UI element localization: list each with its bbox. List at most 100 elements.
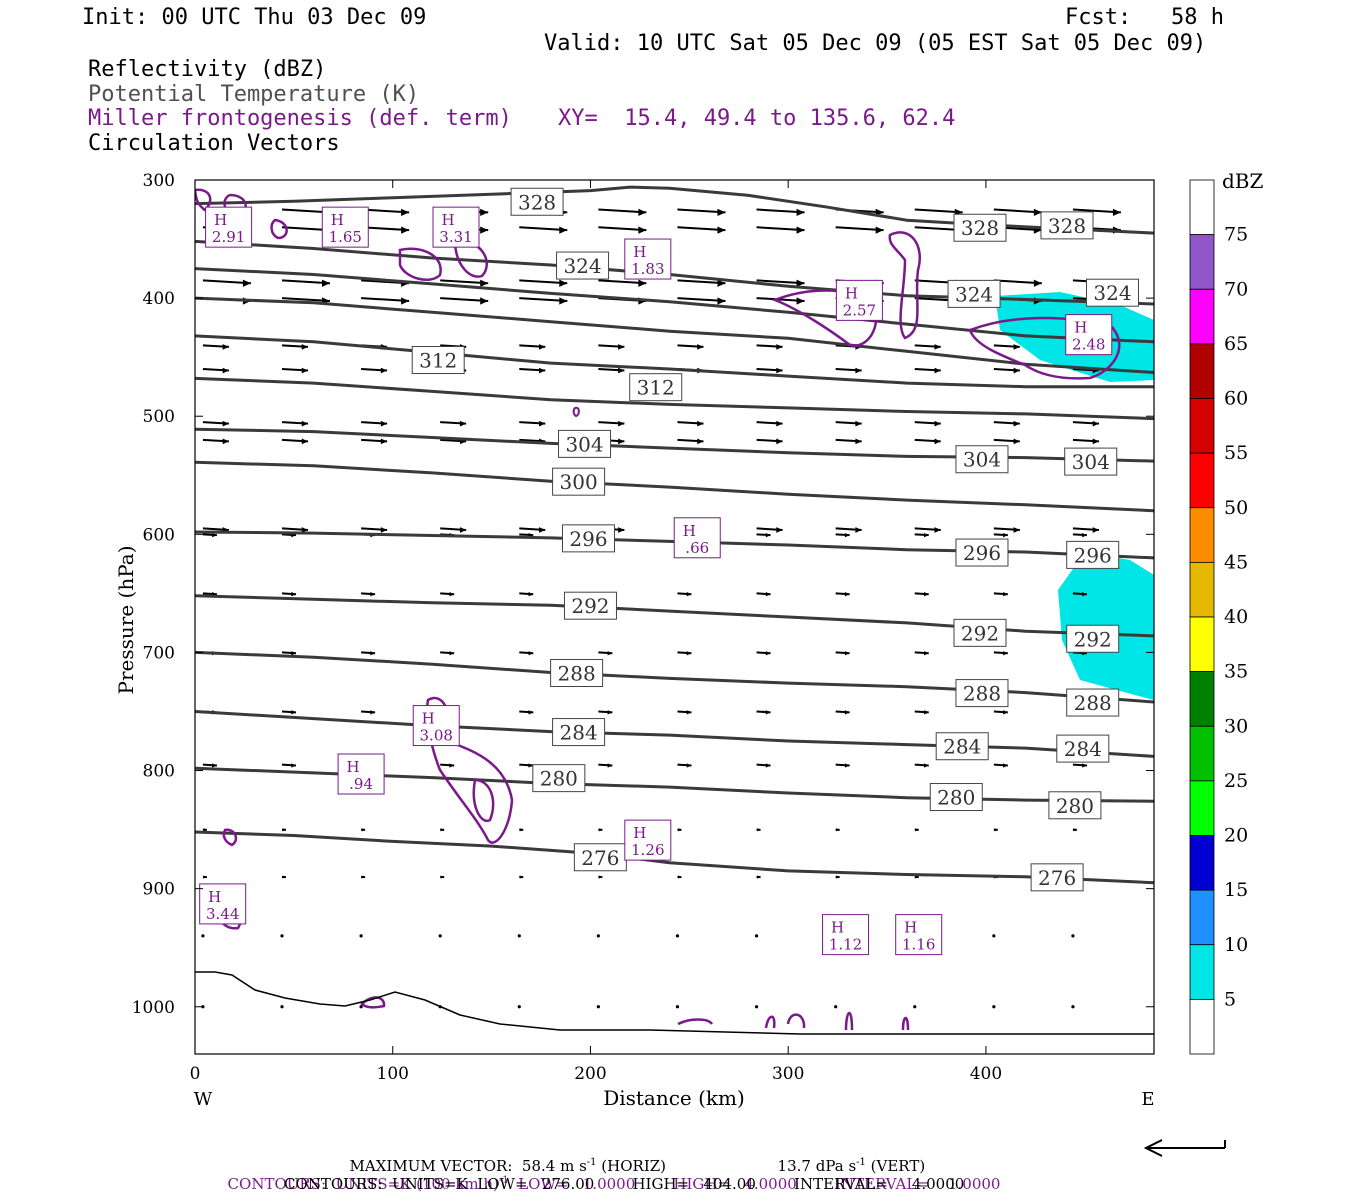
x-tick-label: 400	[970, 1064, 1002, 1084]
x-axis-east-label: E	[1141, 1089, 1154, 1110]
circulation-vector-head	[697, 344, 704, 350]
circulation-vector-head	[796, 279, 805, 287]
colorbar-segment	[1189, 671, 1215, 727]
fronto-max-value: 1.65	[329, 228, 362, 246]
circulation-vector-head	[607, 710, 613, 715]
vector-dot	[1071, 1005, 1075, 1009]
colorbar-segment	[1189, 452, 1215, 509]
vector-dot	[992, 1005, 996, 1009]
vector-dot	[438, 934, 442, 938]
theta-contour-276	[195, 830, 1154, 885]
colorbar-label: 40	[1224, 606, 1248, 628]
circulation-vector-head	[1092, 438, 1099, 445]
theta-contour-300	[195, 460, 1154, 513]
circulation-vector-head	[934, 527, 941, 533]
circulation-vector-head	[1013, 344, 1020, 350]
max-vector-vert-unit: -1	[856, 1157, 866, 1168]
circulation-vector-head	[222, 420, 229, 427]
theta-label: 304	[565, 432, 603, 456]
vector-dot	[675, 1005, 680, 1009]
theta-label: 296	[1074, 543, 1112, 567]
forecast-hour: Fcst: 58 h	[1065, 5, 1224, 30]
circulation-vector-head	[222, 367, 229, 374]
x-tick-label: 100	[377, 1064, 409, 1084]
colorbar: 75 70 65 60 55 50 45 40 35 30 25 20 15 10 5	[1189, 179, 1248, 1055]
fronto-max-box	[835, 279, 883, 321]
fronto-max-h: H	[1074, 319, 1087, 337]
theta-label-box	[563, 591, 617, 620]
theta-label: 304	[1072, 450, 1110, 474]
vector-dot	[596, 1005, 600, 1009]
fronto-max-box	[432, 206, 480, 248]
theta-label-box	[953, 213, 1007, 242]
theta-contour-312	[195, 334, 1154, 389]
circulation-vector-head	[776, 527, 783, 533]
theta-label-box	[955, 445, 1009, 474]
fronto-max-h: H	[904, 919, 917, 937]
max-vector-vert-info: 13.7 dPa s-1 (VERT)	[768, 1139, 926, 1175]
circulation-vector-head	[844, 763, 850, 768]
circulation-vector-head	[697, 438, 704, 445]
fronto-max-h: H	[831, 919, 844, 937]
circulation-vector-head	[677, 875, 682, 879]
circulation-vector-head	[1003, 763, 1008, 768]
circulation-vector-head	[717, 208, 726, 217]
y-tick-label: 800	[143, 762, 175, 782]
circulation-vector-head	[322, 279, 331, 287]
x-axis-west-label: W	[194, 1089, 213, 1110]
circulation-vector-head	[291, 592, 297, 597]
plot-frame	[194, 179, 1155, 1055]
vector-dot	[1071, 934, 1075, 938]
colorbar-segment	[1189, 179, 1215, 236]
colorbar-label: 45	[1224, 551, 1248, 573]
fronto-max-h: H	[214, 211, 227, 229]
theta-label: 328	[1048, 214, 1086, 238]
theta-label: 284	[943, 735, 981, 759]
fronto-max-h: H	[441, 211, 454, 229]
circulation-vector-head	[301, 344, 309, 350]
circulation-vector-head	[836, 875, 840, 879]
theta-label-box	[550, 659, 604, 688]
circulation-vector-head	[855, 420, 862, 427]
frontogenesis-contours	[195, 188, 1121, 1031]
colorbar-label: 35	[1224, 661, 1248, 683]
circulation-vector-head	[776, 438, 783, 445]
circulation-vector-head	[291, 710, 297, 715]
circulation-vector-head	[212, 533, 217, 538]
fronto-max-value: 3.44	[206, 905, 239, 923]
circulation-vector-head	[844, 592, 850, 597]
circulation-vector-head	[677, 828, 682, 832]
terrain-line	[195, 971, 1154, 1035]
circulation-vector-head	[923, 592, 929, 597]
max-vector-vert-tag: (VERT)	[865, 1157, 926, 1175]
colorbar-label: 60	[1224, 388, 1248, 410]
colorbar-label: 5	[1224, 988, 1236, 1010]
colorbar-label: 75	[1224, 224, 1248, 246]
colorbar-segment	[1189, 343, 1215, 399]
fronto-max-value: 1.12	[829, 936, 862, 954]
circulation-vector-head	[370, 651, 376, 656]
circulation-vector-head	[923, 710, 929, 715]
circulation-vector-head	[1013, 438, 1020, 445]
fronto-max-h: H	[633, 824, 646, 842]
circulation-vector-head	[203, 875, 207, 879]
theta-contour-308	[195, 376, 1154, 421]
colorbar-label: 70	[1224, 278, 1248, 300]
theta-label: 300	[560, 470, 598, 494]
circulation-vector-head	[934, 367, 941, 374]
circulation-vector-head	[1013, 367, 1020, 374]
theta-contour-324	[195, 239, 1154, 306]
vector-dot	[280, 1005, 284, 1009]
circulation-vector-head	[282, 875, 287, 879]
circulation-vector-head	[686, 710, 692, 715]
theta-contour-304	[195, 427, 1154, 463]
circulation-vector-head	[796, 297, 805, 305]
fronto-max-box	[673, 517, 721, 559]
theta-label: 324	[955, 282, 993, 306]
circulation-vector-head	[697, 420, 704, 427]
theta-label-box	[411, 346, 465, 375]
fronto-max-box	[412, 705, 460, 747]
colorbar-segment	[1189, 234, 1215, 290]
frontogenesis-contour-info: CONTOURS: UNITS=K (100 km h)-1 LOW= 1.00…	[218, 1157, 1001, 1193]
circulation-vector-head	[559, 279, 568, 287]
